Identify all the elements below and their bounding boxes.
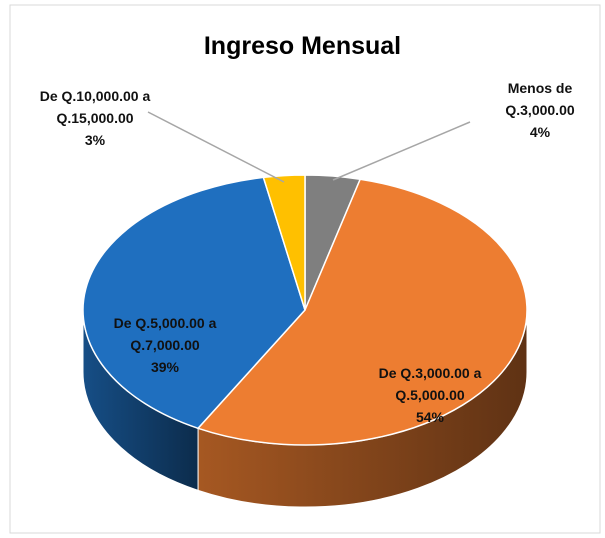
label-value: 4% (529, 124, 551, 140)
data-label: De Q.5,000.00 a Q.7,000.00 39% (100, 312, 230, 378)
data-label: De Q.10,000.00 a Q.15,000.00 3% (20, 85, 170, 151)
slice (262, 174, 306, 311)
label-category: De Q.3,000.00 a Q.5,000.00 (378, 365, 482, 403)
label-value: 39% (150, 359, 180, 375)
label-category: De Q.10,000.00 a Q.15,000.00 (39, 88, 151, 126)
label-value: 54% (415, 409, 445, 425)
chart-border (9, 4, 601, 534)
leader-line (147, 111, 285, 183)
data-label: Menos de Q.3,000.00 4% (495, 77, 585, 143)
chart-title: Ingreso Mensual (203, 32, 402, 60)
label-category: De Q.5,000.00 a Q.7,000.00 (113, 315, 217, 353)
label-category: Menos de Q.3,000.00 (505, 80, 575, 118)
leader-line (332, 121, 471, 181)
slice (82, 176, 306, 430)
label-value: 3% (84, 132, 106, 148)
data-label: De Q.3,000.00 a Q.5,000.00 54% (360, 362, 500, 428)
slice (196, 178, 528, 446)
